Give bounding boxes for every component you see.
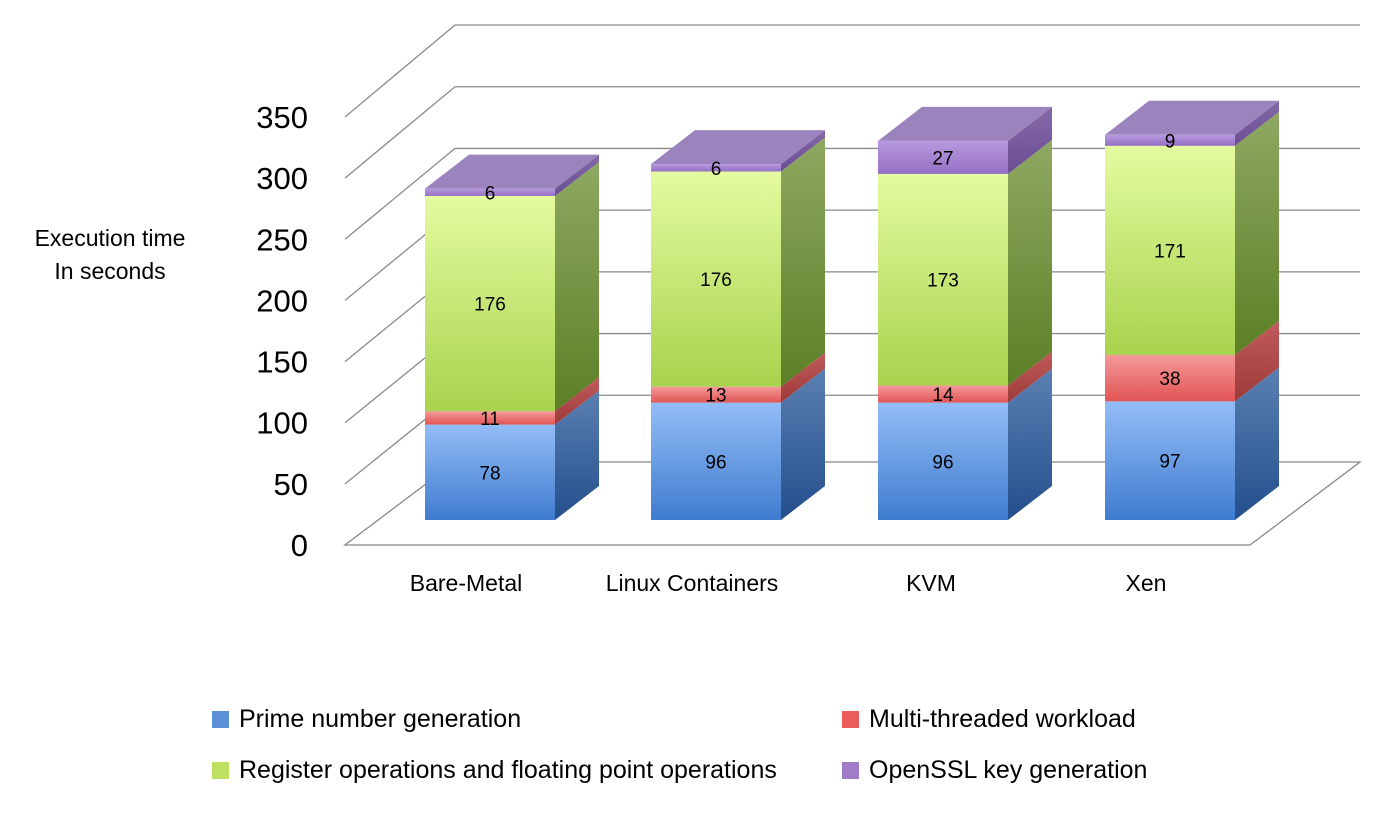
- data-label: 173: [927, 271, 959, 292]
- legend-swatch-multithreaded: [842, 710, 859, 728]
- bar-segment-multi-threaded-workload: [1105, 354, 1235, 402]
- legend-label-prime: Prime number generation: [239, 704, 522, 733]
- x-tick-label: Xen: [1126, 570, 1167, 596]
- y-axis-label-line-2: In seconds: [54, 258, 166, 284]
- legend-swatch-openssl: [842, 761, 859, 779]
- y-tick-label: 350: [256, 100, 308, 135]
- bar-top: [425, 154, 599, 189]
- y-tick-label: 100: [256, 406, 308, 441]
- data-label: 27: [932, 148, 953, 169]
- legend-label-openssl: OpenSSL key generation: [869, 755, 1148, 784]
- data-label: 97: [1159, 452, 1180, 473]
- bar-side-register-operations-and-floating-point-operations: [781, 137, 825, 387]
- bar-segment-multi-threaded-workload: [878, 385, 1008, 403]
- gridline: [344, 86, 1360, 179]
- bar-side-openssl-key-generation: [1008, 106, 1052, 174]
- data-label: 14: [932, 385, 954, 406]
- y-tick-label: 50: [274, 467, 308, 502]
- x-tick-label: Linux Containers: [606, 570, 779, 596]
- data-label: 13: [705, 386, 726, 407]
- bar-side-prime-number-generation: [555, 390, 599, 520]
- bar-segment-register-operations-and-floating-point-operations: [878, 173, 1008, 386]
- bar-side-multi-threaded-workload: [555, 377, 599, 425]
- data-label: 78: [479, 463, 500, 484]
- y-tick-label: 300: [256, 161, 308, 196]
- x-tick-label: KVM: [906, 570, 956, 596]
- bar-top: [651, 130, 825, 165]
- bar-side-openssl-key-generation: [781, 130, 825, 172]
- bar-segment-multi-threaded-workload: [651, 386, 781, 403]
- y-axis: 0 50 100 150 200 250 300 350: [256, 100, 308, 563]
- legend-swatch-register-ops: [212, 761, 229, 779]
- bar-segment-register-operations-and-floating-point-operations: [425, 195, 555, 412]
- bar-segment-prime-number-generation: [1105, 401, 1235, 520]
- x-tick-label: Bare-Metal: [410, 570, 522, 596]
- bar-segment-openssl-key-generation: [1105, 134, 1235, 146]
- bar-stack-linux-containers: 96 13 176 6: [651, 130, 825, 520]
- data-label: 176: [474, 295, 506, 316]
- bar-segment-prime-number-generation: [425, 424, 555, 520]
- bar-segment-prime-number-generation: [878, 402, 1008, 520]
- bar-side-register-operations-and-floating-point-operations: [555, 161, 599, 412]
- legend-item-register-ops: Register operations and floating point o…: [212, 755, 777, 785]
- bar-segment-openssl-key-generation: [651, 164, 781, 172]
- y-axis-label-line-1: Execution time: [34, 225, 186, 251]
- bar-side-prime-number-generation: [781, 368, 825, 520]
- bar-segment-openssl-key-generation: [878, 140, 1008, 174]
- bar-side-register-operations-and-floating-point-operations: [1235, 111, 1279, 355]
- bar-top: [1105, 100, 1279, 135]
- data-label: 11: [480, 409, 500, 430]
- bar-side-multi-threaded-workload: [1235, 320, 1279, 402]
- bar-segment-register-operations-and-floating-point-operations: [1105, 145, 1235, 355]
- bars-layer: 78 11 176 6 96 13 176 6 96 14 173 27 97 38 171 9: [425, 100, 1279, 520]
- data-label: 6: [711, 159, 722, 180]
- bar-stack-bare-metal: 78 11 176 6: [425, 154, 599, 520]
- x-axis-labels: Bare-Metal Linux Containers KVM Xen: [410, 570, 1167, 596]
- data-label: 96: [932, 452, 953, 473]
- bar-stack-kvm: 96 14 173 27: [878, 106, 1052, 520]
- y-tick-label: 250: [256, 222, 308, 257]
- bar-segment-register-operations-and-floating-point-operations: [651, 171, 781, 387]
- bar-segment-prime-number-generation: [651, 402, 781, 520]
- bar-side-prime-number-generation: [1008, 368, 1052, 520]
- bar-side-multi-threaded-workload: [1008, 351, 1052, 403]
- y-tick-label: 200: [256, 283, 308, 318]
- data-label: 9: [1165, 131, 1176, 152]
- gridline: [344, 24, 1360, 118]
- bar-side-openssl-key-generation: [555, 154, 599, 196]
- legend-label-register-ops: Register operations and floating point o…: [239, 755, 777, 784]
- y-tick-label: 150: [256, 345, 308, 380]
- legend-item-prime: Prime number generation: [212, 704, 521, 734]
- bar-side-prime-number-generation: [1235, 367, 1279, 520]
- data-label: 176: [700, 270, 732, 291]
- bar-top: [878, 106, 1052, 141]
- bar-segment-multi-threaded-workload: [425, 411, 555, 425]
- data-label: 171: [1154, 241, 1186, 262]
- bar-segment-openssl-key-generation: [425, 188, 555, 196]
- data-label: 6: [485, 183, 496, 204]
- bar-stack-xen: 97 38 171 9: [1105, 100, 1279, 520]
- gridline: [344, 147, 1360, 240]
- data-label: 38: [1159, 369, 1180, 390]
- y-tick-label: 0: [291, 528, 308, 563]
- legend-item-openssl: OpenSSL key generation: [842, 755, 1147, 785]
- bar-side-openssl-key-generation: [1235, 100, 1279, 146]
- y-axis-label: Execution time In seconds: [10, 222, 210, 288]
- bar-side-register-operations-and-floating-point-operations: [1008, 139, 1052, 386]
- legend-swatch-prime: [212, 710, 229, 728]
- bar-side-multi-threaded-workload: [781, 352, 825, 403]
- legend-label-multithreaded: Multi-threaded workload: [869, 704, 1136, 733]
- legend-item-multithreaded: Multi-threaded workload: [842, 704, 1136, 734]
- data-label: 96: [705, 452, 726, 473]
